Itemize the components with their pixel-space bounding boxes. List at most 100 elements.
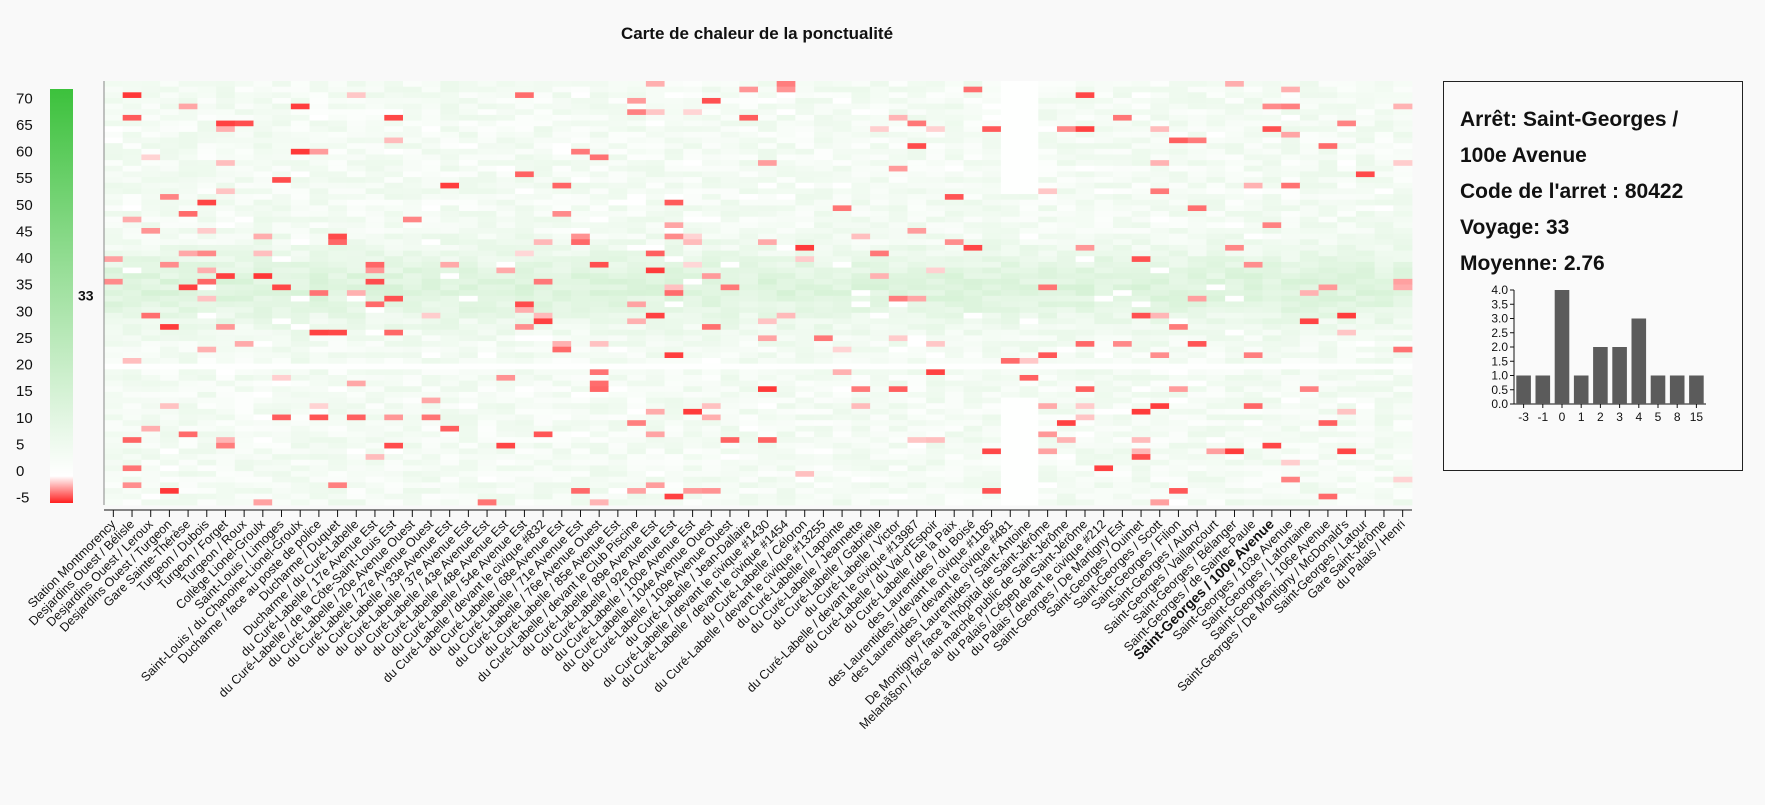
heatmap-cell[interactable] [1169, 442, 1189, 449]
heatmap-cell[interactable] [234, 346, 254, 353]
heatmap-cell[interactable] [533, 374, 553, 382]
heatmap-cell[interactable] [1337, 471, 1357, 478]
heatmap-cell[interactable] [571, 114, 591, 121]
heatmap-cell[interactable] [1225, 324, 1245, 331]
heatmap-cell[interactable] [178, 459, 198, 466]
heatmap-cell[interactable] [1000, 177, 1020, 184]
heatmap-cell[interactable] [720, 233, 740, 240]
heatmap-cell[interactable] [664, 92, 684, 99]
heatmap-cell[interactable] [1019, 358, 1039, 365]
heatmap-cell[interactable] [1056, 358, 1077, 365]
heatmap-cell[interactable] [1355, 261, 1376, 268]
heatmap-cell[interactable] [1225, 278, 1245, 285]
heatmap-cell[interactable] [814, 380, 834, 387]
heatmap-cell[interactable] [739, 425, 759, 432]
heatmap-cell[interactable] [197, 103, 217, 110]
heatmap-cell[interactable] [1281, 459, 1301, 466]
heatmap-cell[interactable] [1374, 408, 1394, 415]
heatmap-cell[interactable] [1094, 92, 1114, 99]
heatmap-cell[interactable] [1206, 324, 1226, 331]
heatmap-cell[interactable] [1281, 165, 1301, 172]
heatmap-cell[interactable] [160, 109, 180, 116]
heatmap-cell[interactable] [216, 244, 236, 251]
heatmap-cell[interactable] [926, 380, 946, 387]
heatmap-cell[interactable] [104, 239, 124, 246]
heatmap-cell[interactable] [290, 301, 310, 308]
heatmap-cell[interactable] [309, 442, 329, 449]
heatmap-cell[interactable] [926, 374, 946, 382]
heatmap-cell[interactable] [1019, 92, 1039, 99]
heatmap-cell[interactable] [571, 471, 591, 478]
heatmap-cell[interactable] [1131, 97, 1151, 105]
heatmap-cell[interactable] [645, 341, 665, 348]
heatmap-cell[interactable] [1355, 403, 1376, 410]
heatmap-cell[interactable] [253, 261, 273, 268]
heatmap-cell[interactable] [515, 454, 535, 461]
heatmap-cell[interactable] [272, 369, 292, 376]
heatmap-cell[interactable] [459, 312, 479, 319]
heatmap-cell[interactable] [402, 335, 423, 342]
heatmap-cell[interactable] [328, 437, 348, 444]
heatmap-cell[interactable] [515, 211, 535, 218]
heatmap-cell[interactable] [683, 284, 703, 291]
heatmap-cell[interactable] [253, 92, 273, 99]
heatmap-cell[interactable] [122, 188, 142, 195]
heatmap-cell[interactable] [571, 307, 591, 314]
heatmap-cell[interactable] [888, 312, 908, 319]
heatmap-cell[interactable] [627, 137, 647, 144]
heatmap-cell[interactable] [1150, 454, 1170, 461]
heatmap-cell[interactable] [1281, 97, 1301, 105]
heatmap-cell[interactable] [963, 137, 983, 144]
heatmap-cell[interactable] [1262, 256, 1282, 263]
heatmap-cell[interactable] [272, 341, 292, 348]
heatmap-cell[interactable] [533, 171, 553, 178]
heatmap-cell[interactable] [1075, 374, 1095, 382]
heatmap-cell[interactable] [589, 205, 609, 212]
heatmap-cell[interactable] [926, 199, 946, 206]
heatmap-cell[interactable] [1056, 335, 1077, 342]
heatmap-cell[interactable] [1075, 318, 1095, 325]
heatmap-cell[interactable] [421, 358, 441, 365]
heatmap-cell[interactable] [888, 318, 908, 325]
heatmap-cell[interactable] [963, 160, 983, 167]
heatmap-cell[interactable] [1337, 318, 1357, 325]
heatmap-cell[interactable] [1150, 182, 1170, 189]
heatmap-cell[interactable] [832, 109, 852, 116]
heatmap-cell[interactable] [870, 244, 890, 251]
heatmap-cell[interactable] [907, 374, 927, 382]
heatmap-cell[interactable] [1318, 335, 1338, 342]
heatmap-cell[interactable] [1000, 431, 1020, 438]
heatmap-cell[interactable] [216, 182, 236, 189]
heatmap-cell[interactable] [1337, 414, 1357, 421]
heatmap-cell[interactable] [272, 442, 292, 449]
heatmap-cell[interactable] [346, 250, 366, 257]
heatmap-cell[interactable] [328, 374, 348, 382]
heatmap-cell[interactable] [141, 431, 161, 438]
heatmap-cell[interactable] [309, 391, 329, 398]
heatmap-cell[interactable] [309, 437, 329, 444]
heatmap-cell[interactable] [589, 307, 609, 314]
heatmap-cell[interactable] [720, 295, 740, 302]
heatmap-cell[interactable] [870, 109, 890, 116]
heatmap-cell[interactable] [627, 216, 647, 223]
heatmap-cell[interactable] [1225, 256, 1245, 263]
heatmap-cell[interactable] [1299, 244, 1319, 251]
heatmap-cell[interactable] [832, 81, 852, 88]
heatmap-cell[interactable] [1038, 211, 1058, 218]
heatmap-cell[interactable] [160, 482, 180, 489]
heatmap-cell[interactable] [627, 459, 647, 466]
heatmap-cell[interactable] [1318, 154, 1338, 161]
heatmap-cell[interactable] [234, 154, 254, 161]
heatmap-cell[interactable] [851, 227, 871, 235]
heatmap-cell[interactable] [104, 211, 124, 218]
heatmap-cell[interactable] [1225, 233, 1245, 240]
heatmap-cell[interactable] [459, 324, 479, 331]
heatmap-cell[interactable] [1094, 278, 1114, 285]
heatmap-cell[interactable] [1169, 222, 1189, 229]
heatmap-cell[interactable] [253, 448, 273, 455]
heatmap-cell[interactable] [290, 471, 310, 478]
heatmap-cell[interactable] [1169, 295, 1189, 302]
heatmap-cell[interactable] [739, 239, 759, 246]
heatmap-cell[interactable] [870, 131, 890, 138]
heatmap-cell[interactable] [197, 397, 217, 404]
